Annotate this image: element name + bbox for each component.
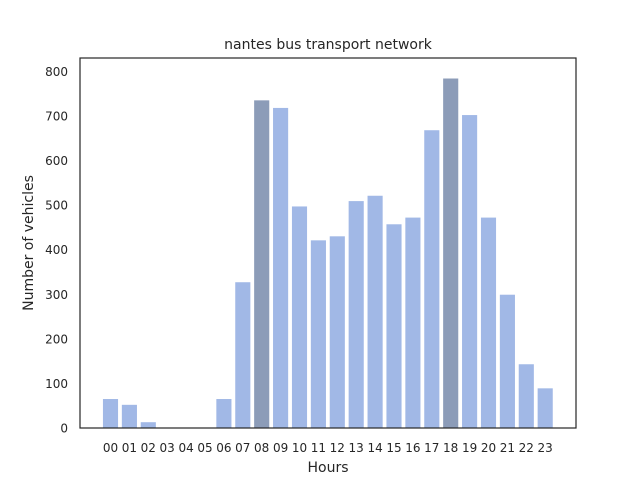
x-tick-label: 04 [178,441,193,455]
x-tick-label: 01 [122,441,137,455]
x-tick-label: 13 [349,441,364,455]
bar-08 [254,100,270,428]
x-tick-label: 20 [481,441,496,455]
y-tick-label: 500 [45,199,68,213]
x-tick-label: 09 [273,441,288,455]
x-tick-label: 14 [367,441,382,455]
x-tick-label: 11 [311,441,326,455]
x-tick-label: 21 [500,441,515,455]
y-tick-label: 100 [45,377,68,391]
y-tick-label: 400 [45,243,68,257]
x-tick-label: 07 [235,441,250,455]
x-tick-label: 15 [386,441,401,455]
bar-14 [367,195,383,428]
bar-00 [102,399,119,428]
x-axis-ticks: 00 01 02 03 04 05 06 07 08 09 10 11 12 13 14 15 16 17 18 19… [103,441,553,455]
x-tick-label: 17 [424,441,439,455]
bar-22 [518,364,534,428]
x-tick-label: 18 [443,441,458,455]
y-tick-label: 800 [45,65,68,79]
bar-20 [480,217,497,428]
x-tick-label: 08 [254,441,269,455]
x-tick-label: 02 [141,441,156,455]
bar-19 [462,115,478,428]
bar-13 [348,201,364,428]
y-tick-label: 300 [45,288,68,302]
bar-15 [386,224,402,428]
bar-23 [537,388,553,428]
bar-10 [291,206,308,428]
y-tick-label: 200 [45,332,68,346]
x-tick-label: 19 [462,441,477,455]
x-tick-label: 10 [292,441,307,455]
x-axis-label: Hours [307,460,348,476]
bar-02 [140,422,156,428]
x-tick-label: 22 [519,441,534,455]
bar-07 [235,282,251,428]
x-tick-label: 06 [216,441,231,455]
x-tick-label: 16 [405,441,420,455]
bar-12 [329,236,345,428]
bar-16 [405,217,421,428]
bar-01 [121,404,137,428]
plot-frame [79,57,577,429]
chart-title: nantes bus transport network [224,37,433,53]
x-tick-label: 12 [330,441,345,455]
bar-06 [216,399,232,428]
bars-layer [102,78,553,429]
y-tick-label: 0 [60,422,68,436]
y-axis-ticks: 0 100 200 300 400 500 600 700 800 [45,65,68,436]
bar-18 [443,78,459,428]
y-tick-label: 600 [45,154,68,168]
y-tick-label: 700 [45,109,68,123]
x-tick-label: 05 [197,441,212,455]
bar-17 [424,130,440,428]
x-tick-label: 03 [160,441,175,455]
bar-11 [310,240,326,428]
bar-21 [499,294,515,428]
x-tick-label: 23 [538,441,553,455]
bar-09 [273,107,289,429]
y-axis-label: Number of vehicles [21,175,37,311]
x-tick-label: 00 [103,441,118,455]
